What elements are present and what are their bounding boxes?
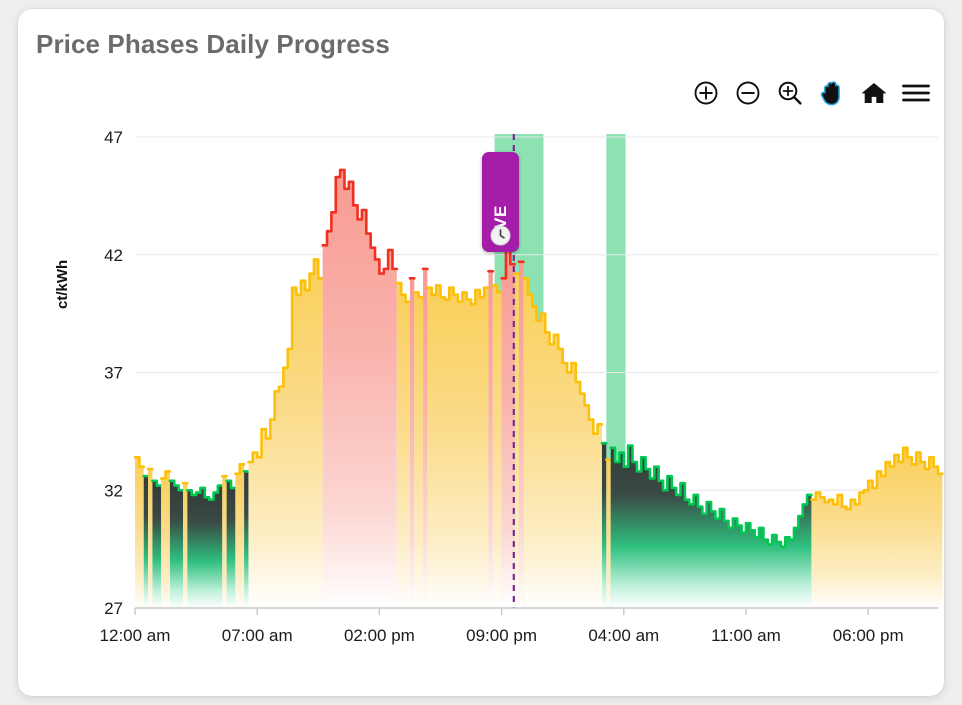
area-cheap xyxy=(152,480,162,608)
area-medium xyxy=(427,285,489,608)
y-tick: 47 xyxy=(104,128,123,147)
pan-hand-icon[interactable] xyxy=(818,79,846,107)
line-medium xyxy=(491,284,503,294)
area-cheap xyxy=(226,480,236,608)
area-medium xyxy=(183,483,188,608)
live-marker-badge[interactable]: LIVE xyxy=(482,152,519,252)
line-cheap xyxy=(168,479,185,492)
clock-icon xyxy=(490,225,511,246)
x-tick: 04:00 am xyxy=(588,626,659,645)
area-medium xyxy=(161,471,170,608)
area-expensive xyxy=(423,268,428,608)
home-icon[interactable] xyxy=(860,79,888,107)
x-tick: 07:00 am xyxy=(222,626,293,645)
line-medium xyxy=(426,284,490,306)
area-medium xyxy=(396,283,410,608)
x-tick: 12:00 am xyxy=(100,626,171,645)
line-medium xyxy=(395,281,412,304)
chart-toolbar xyxy=(692,79,930,107)
line-cheap xyxy=(151,479,163,487)
area-expensive xyxy=(322,169,397,608)
area-medium xyxy=(492,285,502,608)
line-medium xyxy=(234,463,246,476)
area-cheap xyxy=(169,480,184,608)
line-cheap xyxy=(609,444,813,549)
area-medium xyxy=(235,464,245,608)
area-cheap xyxy=(143,476,149,608)
page-title: Price Phases Daily Progress xyxy=(36,29,390,59)
x-tick: 11:00 am xyxy=(711,626,781,645)
area-medium xyxy=(514,273,520,608)
zoom-box-icon[interactable] xyxy=(776,79,804,107)
line-medium xyxy=(522,277,604,436)
line-medium xyxy=(133,455,146,468)
line-medium xyxy=(247,258,324,464)
price-chart-svg[interactable]: 27 32 37 42 47 12:00 am 07:00 am 02:00 pm 09:00 … xyxy=(18,9,944,696)
area-medium xyxy=(148,469,153,608)
y-tick: 42 xyxy=(104,246,123,265)
area-medium xyxy=(222,476,227,608)
y-tick: 32 xyxy=(104,481,123,500)
x-tick: 09:00 pm xyxy=(466,626,537,645)
area-medium xyxy=(248,259,323,608)
chart-area[interactable]: 27 32 37 42 47 12:00 am 07:00 am 02:00 pm 09:00 … xyxy=(18,9,944,696)
line-cheap xyxy=(186,484,224,501)
line-medium xyxy=(413,291,425,299)
line-medium xyxy=(159,470,172,480)
chart-card: Price Phases Daily Progress xyxy=(18,9,944,696)
line-expensive xyxy=(321,168,399,275)
area-medium xyxy=(414,292,424,608)
area-medium xyxy=(135,457,144,608)
line-medium xyxy=(810,446,944,511)
y-tick: 27 xyxy=(104,599,123,618)
menu-icon[interactable] xyxy=(902,79,930,107)
area-medium xyxy=(606,459,611,608)
area-expensive xyxy=(501,250,515,609)
x-tick: 06:00 pm xyxy=(833,626,904,645)
y-tick: 37 xyxy=(104,364,123,383)
area-medium xyxy=(523,278,602,608)
area-expensive xyxy=(409,278,415,608)
zoom-in-icon[interactable] xyxy=(692,79,720,107)
area-cheap xyxy=(187,485,223,608)
area-cheap xyxy=(610,445,812,608)
area-expensive xyxy=(519,261,524,608)
zoom-out-icon[interactable] xyxy=(734,79,762,107)
area-medium xyxy=(811,447,943,608)
area-cheap xyxy=(244,471,249,608)
y-axis-label: ct/kWh xyxy=(54,259,71,309)
area-expensive xyxy=(488,271,493,608)
x-tick: 02:00 pm xyxy=(344,626,415,645)
line-cheap xyxy=(225,479,237,490)
area-cheap xyxy=(601,443,607,608)
